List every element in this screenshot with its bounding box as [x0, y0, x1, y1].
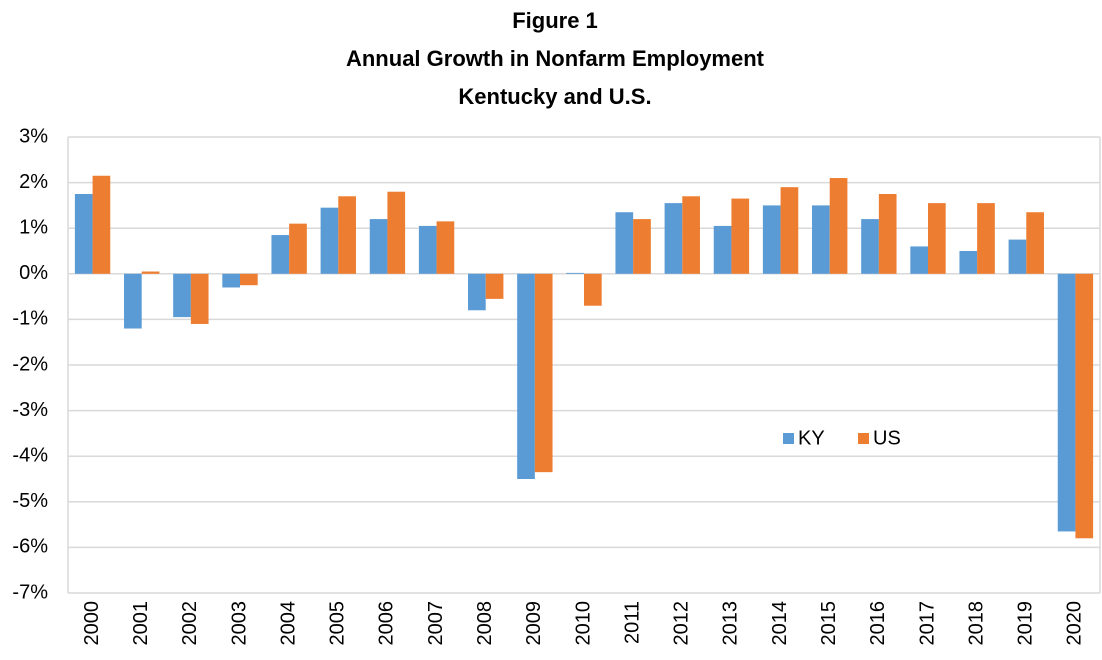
bar — [1008, 239, 1027, 274]
bar — [124, 273, 142, 329]
bar — [485, 273, 504, 299]
x-tick-label: 2012 — [671, 601, 693, 646]
legend-label: KY — [798, 427, 825, 449]
y-tick-label: 0% — [19, 262, 48, 284]
bar — [92, 175, 111, 274]
x-tick-label: 2006 — [376, 601, 398, 646]
y-tick-label: -7% — [12, 581, 48, 603]
bar — [780, 187, 799, 274]
legend-swatch — [858, 433, 869, 444]
bar — [436, 221, 455, 274]
bar — [762, 205, 781, 274]
x-tick-label: 2003 — [228, 601, 250, 646]
x-tick-label: 2004 — [277, 601, 299, 646]
bar — [878, 194, 897, 274]
bar — [861, 219, 879, 274]
x-tick-label: 2011 — [621, 601, 643, 644]
x-tick-label: 2013 — [720, 601, 742, 646]
x-tick-label: 2018 — [965, 601, 987, 646]
bar — [173, 273, 191, 318]
bar — [977, 203, 995, 274]
x-tick-label: 2001 — [130, 601, 152, 646]
y-tick-label: 2% — [19, 171, 48, 193]
x-tick-label: 2002 — [179, 601, 201, 646]
legend-swatch — [783, 433, 794, 444]
bar — [633, 219, 651, 274]
bar — [731, 198, 750, 274]
bar — [1057, 273, 1076, 532]
y-tick-label: -3% — [12, 399, 48, 421]
x-tick-label: 2005 — [327, 601, 349, 646]
bar — [910, 246, 928, 274]
chart-title: Kentucky and U.S. — [458, 84, 651, 109]
bar — [959, 251, 978, 274]
bar — [713, 225, 732, 274]
bar — [682, 196, 700, 274]
legend-label: US — [873, 427, 901, 449]
bar — [812, 205, 830, 274]
x-tick-label: 2016 — [867, 601, 889, 646]
bar — [190, 273, 209, 324]
x-tick-label: 2010 — [572, 601, 594, 646]
bar — [320, 207, 339, 274]
bar — [664, 203, 683, 274]
y-tick-label: -5% — [12, 490, 48, 512]
bar — [928, 203, 946, 274]
bar — [289, 223, 307, 274]
bar — [534, 273, 553, 473]
bar — [418, 225, 437, 274]
y-tick-label: 1% — [19, 216, 48, 238]
y-tick-label: -6% — [12, 536, 48, 558]
y-tick-label: -4% — [12, 444, 48, 466]
y-tick-label: 3% — [19, 125, 48, 147]
bar — [584, 273, 602, 306]
bar — [517, 273, 535, 479]
x-tick-label: 2008 — [474, 601, 496, 646]
x-tick-label: 2019 — [1015, 601, 1037, 646]
bar — [468, 273, 486, 311]
x-tick-label: 2014 — [769, 601, 791, 646]
y-tick-label: -1% — [12, 308, 48, 330]
bar — [240, 273, 258, 286]
bar — [271, 235, 290, 274]
bar — [74, 194, 93, 274]
bar — [338, 196, 356, 274]
x-tick-label: 2015 — [818, 601, 840, 646]
bar — [566, 272, 584, 274]
bar — [141, 271, 160, 274]
chart-title: Annual Growth in Nonfarm Employment — [346, 46, 765, 71]
x-tick-label: 2017 — [916, 601, 938, 646]
bar — [615, 212, 634, 274]
bar — [829, 178, 848, 274]
x-tick-label: 2009 — [523, 601, 545, 646]
bar — [369, 219, 388, 274]
x-tick-label: 2000 — [81, 601, 103, 646]
bar — [222, 273, 240, 288]
y-tick-label: -2% — [12, 353, 48, 375]
bar — [1026, 212, 1044, 274]
bar — [1075, 273, 1094, 539]
bar — [387, 191, 406, 274]
chart-title: Figure 1 — [512, 8, 598, 33]
x-tick-label: 2020 — [1064, 601, 1086, 646]
x-tick-label: 2007 — [425, 601, 447, 646]
